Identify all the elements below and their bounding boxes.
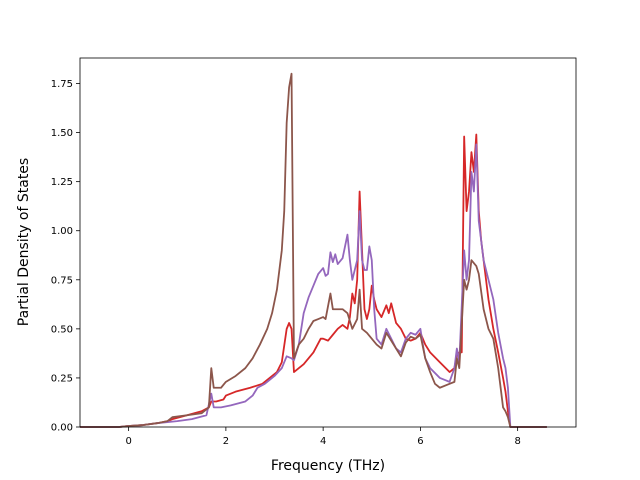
plot-lines: [80, 72, 547, 428]
y-tick-label: 1.50: [51, 128, 73, 139]
y-axis-label: Partial Density of States: [16, 158, 32, 326]
x-tick-label: 6: [417, 436, 423, 447]
y-tick-label: 1.25: [51, 177, 73, 188]
series-line-3: [80, 72, 547, 428]
x-axis-label: Frequency (THz): [271, 458, 385, 474]
x-tick-label: 8: [514, 436, 520, 447]
y-tick-label: 0.00: [51, 423, 73, 434]
x-tick-label: 2: [223, 436, 229, 447]
x-tick-label: 0: [125, 436, 131, 447]
y-axis-ticks: 0.00 0.25 0.50 0.75 1.00 1.25 1.50 1.75: [51, 79, 80, 434]
y-tick-label: 0.75: [51, 275, 73, 286]
series-line-2: [80, 143, 547, 428]
y-tick-label: 0.50: [51, 324, 73, 335]
y-tick-label: 0.25: [51, 373, 73, 384]
series-line-1: [80, 133, 547, 428]
plot-frame: [79, 57, 577, 428]
y-tick-label: 1.00: [51, 226, 73, 237]
x-tick-label: 4: [320, 436, 326, 447]
y-tick-label: 1.75: [51, 79, 73, 90]
x-axis-ticks: 0 2 4 6 8: [125, 427, 521, 447]
